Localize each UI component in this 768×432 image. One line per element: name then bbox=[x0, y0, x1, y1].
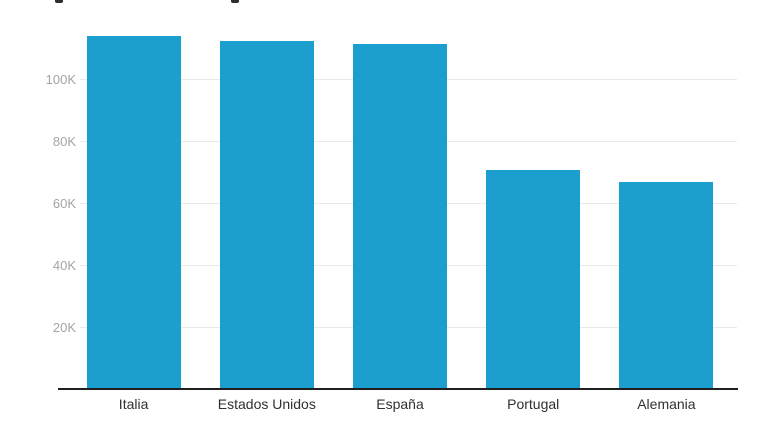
y-tick-label: 40K bbox=[52, 257, 76, 273]
cropped-title-descender bbox=[55, 0, 63, 3]
bar-espana[interactable] bbox=[353, 43, 447, 390]
x-tick-label-portugal: Portugal bbox=[507, 396, 560, 412]
bar-estados-unidos[interactable] bbox=[219, 41, 314, 390]
bar-alemania[interactable] bbox=[619, 182, 714, 390]
bar-portugal[interactable] bbox=[486, 170, 581, 390]
y-tick-label: 20K bbox=[52, 319, 76, 335]
y-tick-label: 100K bbox=[45, 71, 76, 87]
y-tick-label: 60K bbox=[52, 195, 76, 211]
x-tick-label-alemania: Alemania bbox=[637, 396, 696, 412]
cropped-title-descender bbox=[231, 0, 239, 3]
x-tick-label-estados-unidos: Estados Unidos bbox=[217, 396, 316, 412]
x-axis-line bbox=[58, 388, 738, 390]
x-tick-label-espana: España bbox=[376, 396, 424, 412]
bar-italia[interactable] bbox=[86, 36, 181, 390]
x-tick-label-italia: Italia bbox=[118, 396, 149, 412]
y-tick-label: 80K bbox=[52, 133, 76, 149]
